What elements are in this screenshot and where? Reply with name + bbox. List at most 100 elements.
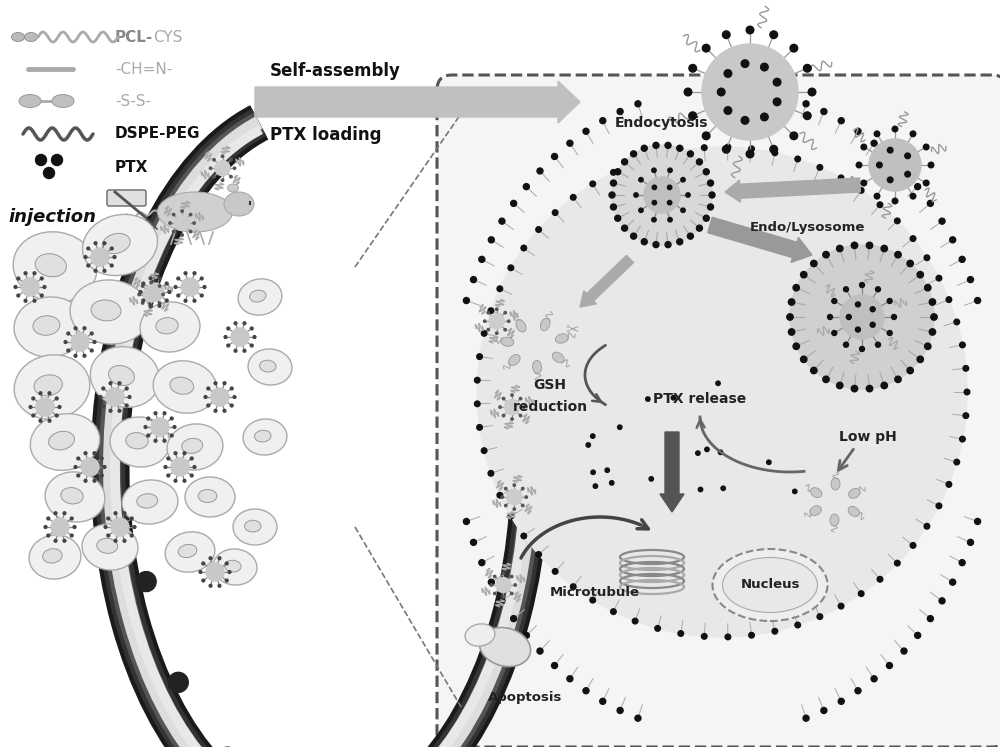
Circle shape bbox=[901, 168, 907, 174]
Circle shape bbox=[644, 177, 680, 213]
Ellipse shape bbox=[165, 532, 215, 572]
Circle shape bbox=[496, 577, 511, 592]
Circle shape bbox=[838, 118, 844, 124]
Circle shape bbox=[652, 168, 656, 173]
Circle shape bbox=[484, 320, 486, 323]
Circle shape bbox=[113, 255, 116, 258]
Circle shape bbox=[817, 164, 823, 170]
Circle shape bbox=[177, 294, 180, 297]
Circle shape bbox=[488, 308, 494, 314]
Circle shape bbox=[103, 465, 106, 468]
Circle shape bbox=[158, 304, 161, 307]
Circle shape bbox=[504, 329, 506, 331]
Circle shape bbox=[130, 534, 133, 537]
Circle shape bbox=[701, 633, 707, 639]
Circle shape bbox=[474, 377, 480, 383]
Circle shape bbox=[927, 616, 933, 622]
Circle shape bbox=[150, 306, 152, 308]
Circle shape bbox=[83, 354, 86, 357]
Circle shape bbox=[811, 260, 817, 267]
Circle shape bbox=[838, 698, 844, 704]
Circle shape bbox=[74, 326, 77, 329]
Circle shape bbox=[474, 401, 480, 406]
Circle shape bbox=[165, 282, 168, 285]
Circle shape bbox=[874, 131, 880, 137]
Circle shape bbox=[641, 145, 647, 151]
Circle shape bbox=[741, 117, 749, 124]
Circle shape bbox=[677, 239, 683, 245]
Circle shape bbox=[925, 343, 931, 350]
Circle shape bbox=[164, 465, 167, 468]
Circle shape bbox=[43, 285, 46, 288]
Circle shape bbox=[946, 297, 952, 303]
Circle shape bbox=[523, 184, 529, 190]
Circle shape bbox=[471, 276, 477, 282]
Circle shape bbox=[233, 396, 236, 398]
Circle shape bbox=[496, 308, 498, 311]
Circle shape bbox=[243, 350, 246, 352]
Circle shape bbox=[211, 388, 229, 406]
Circle shape bbox=[861, 144, 867, 150]
Circle shape bbox=[925, 285, 931, 291]
Circle shape bbox=[832, 299, 837, 303]
Circle shape bbox=[29, 406, 32, 409]
Text: Nucleus: Nucleus bbox=[740, 578, 800, 592]
Circle shape bbox=[67, 332, 70, 335]
Circle shape bbox=[788, 329, 795, 335]
Circle shape bbox=[227, 327, 230, 330]
Circle shape bbox=[174, 285, 177, 288]
Circle shape bbox=[609, 192, 615, 198]
Circle shape bbox=[70, 534, 73, 537]
Circle shape bbox=[223, 382, 226, 385]
Circle shape bbox=[866, 385, 873, 392]
Circle shape bbox=[668, 217, 672, 222]
Circle shape bbox=[99, 396, 102, 398]
Circle shape bbox=[960, 342, 965, 348]
Circle shape bbox=[678, 148, 684, 153]
Circle shape bbox=[684, 88, 692, 96]
Circle shape bbox=[163, 412, 166, 415]
Circle shape bbox=[892, 314, 896, 320]
Circle shape bbox=[631, 151, 637, 157]
Circle shape bbox=[149, 304, 152, 307]
Circle shape bbox=[910, 236, 916, 241]
Circle shape bbox=[167, 474, 170, 477]
Circle shape bbox=[214, 409, 217, 412]
Circle shape bbox=[612, 145, 712, 245]
Circle shape bbox=[502, 571, 504, 574]
Circle shape bbox=[881, 382, 887, 388]
Circle shape bbox=[787, 314, 793, 320]
Circle shape bbox=[522, 504, 524, 506]
Circle shape bbox=[605, 468, 609, 472]
Circle shape bbox=[618, 425, 622, 430]
Circle shape bbox=[832, 330, 837, 335]
Ellipse shape bbox=[34, 375, 62, 396]
Circle shape bbox=[508, 265, 514, 270]
Circle shape bbox=[910, 542, 916, 548]
Circle shape bbox=[74, 354, 77, 357]
Circle shape bbox=[36, 398, 54, 416]
Circle shape bbox=[158, 302, 161, 304]
Circle shape bbox=[225, 562, 228, 565]
Circle shape bbox=[221, 179, 224, 182]
Circle shape bbox=[487, 329, 489, 331]
Circle shape bbox=[125, 387, 128, 390]
Circle shape bbox=[861, 180, 867, 186]
Circle shape bbox=[702, 44, 710, 52]
Circle shape bbox=[677, 145, 683, 151]
Circle shape bbox=[718, 450, 723, 454]
Circle shape bbox=[477, 424, 482, 430]
Circle shape bbox=[40, 294, 43, 297]
Circle shape bbox=[48, 419, 51, 422]
Circle shape bbox=[924, 255, 930, 261]
Ellipse shape bbox=[49, 431, 74, 450]
Circle shape bbox=[678, 630, 684, 636]
Ellipse shape bbox=[501, 337, 514, 347]
Text: reduction: reduction bbox=[512, 400, 588, 414]
Circle shape bbox=[181, 234, 183, 236]
Circle shape bbox=[610, 480, 614, 485]
Circle shape bbox=[100, 474, 103, 477]
Circle shape bbox=[490, 584, 492, 586]
Circle shape bbox=[84, 480, 87, 483]
Ellipse shape bbox=[70, 280, 150, 344]
